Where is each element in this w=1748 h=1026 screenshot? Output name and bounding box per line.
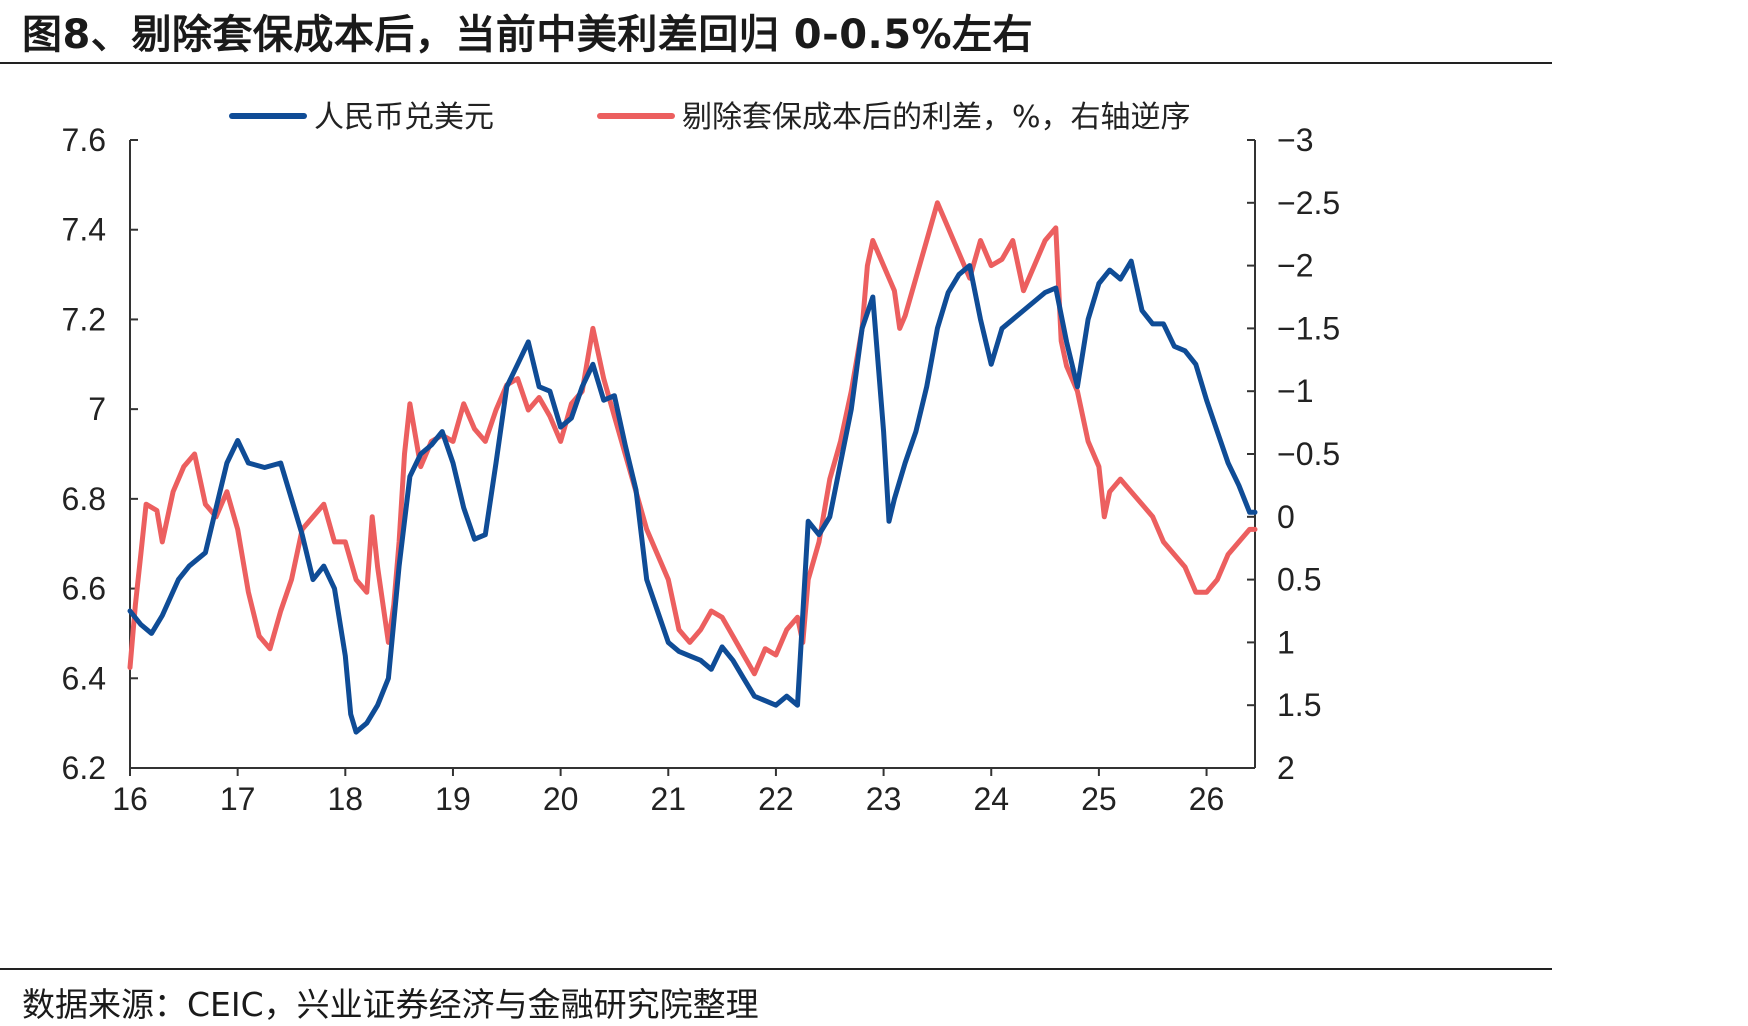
right-tick-label: 2 xyxy=(1277,750,1295,786)
title-divider xyxy=(0,62,1552,64)
x-tick-label: 23 xyxy=(866,781,902,817)
right-tick-label: −1 xyxy=(1277,373,1313,409)
chart-title: 图8、剔除套保成本后，当前中美利差回归 0-0.5%左右 xyxy=(22,12,1034,58)
series-line-usdcny xyxy=(127,258,1258,735)
x-tick-label: 22 xyxy=(758,781,794,817)
left-tick-label: 7.2 xyxy=(62,301,106,337)
left-tick-label: 7 xyxy=(88,391,106,427)
right-tick-label: −1.5 xyxy=(1277,310,1340,346)
left-tick-label: 6.2 xyxy=(62,750,106,786)
footer-divider xyxy=(0,968,1552,970)
legend-label: 剔除套保成本后的利差，%，右轴逆序 xyxy=(682,100,1191,135)
right-tick-label: 1.5 xyxy=(1277,687,1321,723)
x-tick-label: 25 xyxy=(1081,781,1117,817)
right-tick-label: 0.5 xyxy=(1277,562,1321,598)
source-note: 数据来源：CEIC，兴业证券经济与金融研究院整理 xyxy=(22,985,759,1024)
x-tick-label: 17 xyxy=(220,781,256,817)
x-tick-label: 26 xyxy=(1189,781,1225,817)
x-tick-label: 16 xyxy=(112,781,148,817)
x-tick-label: 19 xyxy=(435,781,471,817)
series-line-spread xyxy=(127,200,1258,677)
left-tick-label: 6.8 xyxy=(62,481,106,517)
right-tick-label: −3 xyxy=(1277,122,1313,158)
x-tick-label: 21 xyxy=(650,781,686,817)
right-tick-label: 0 xyxy=(1277,499,1295,535)
dual-axis-line-chart: 7.6 7.4 7.2 7 6.8 6.6 6.4 6.2 −3 −2.5 −2 −1.5 −1 −0.5… xyxy=(62,100,1341,817)
legend: 人民币兑美元 剔除套保成本后的利差，%，右轴逆序 xyxy=(229,100,1191,135)
right-tick-label: 1 xyxy=(1277,624,1295,660)
left-tick-label: 7.6 xyxy=(62,122,106,158)
right-tick-label: −2 xyxy=(1277,248,1313,284)
left-tick-label: 6.4 xyxy=(62,660,106,696)
right-tick-label: −0.5 xyxy=(1277,436,1340,472)
series-lines xyxy=(127,200,1258,735)
axes: 7.6 7.4 7.2 7 6.8 6.6 6.4 6.2 −3 −2.5 −2 −1.5 −1 −0.5… xyxy=(62,122,1341,817)
legend-label: 人民币兑美元 xyxy=(314,100,494,135)
x-tick-label: 24 xyxy=(973,781,1009,817)
right-tick-label: −2.5 xyxy=(1277,185,1340,221)
x-tick-label: 18 xyxy=(328,781,364,817)
x-tick-label: 20 xyxy=(543,781,579,817)
left-tick-label: 6.6 xyxy=(62,571,106,607)
left-tick-label: 7.4 xyxy=(62,212,106,248)
